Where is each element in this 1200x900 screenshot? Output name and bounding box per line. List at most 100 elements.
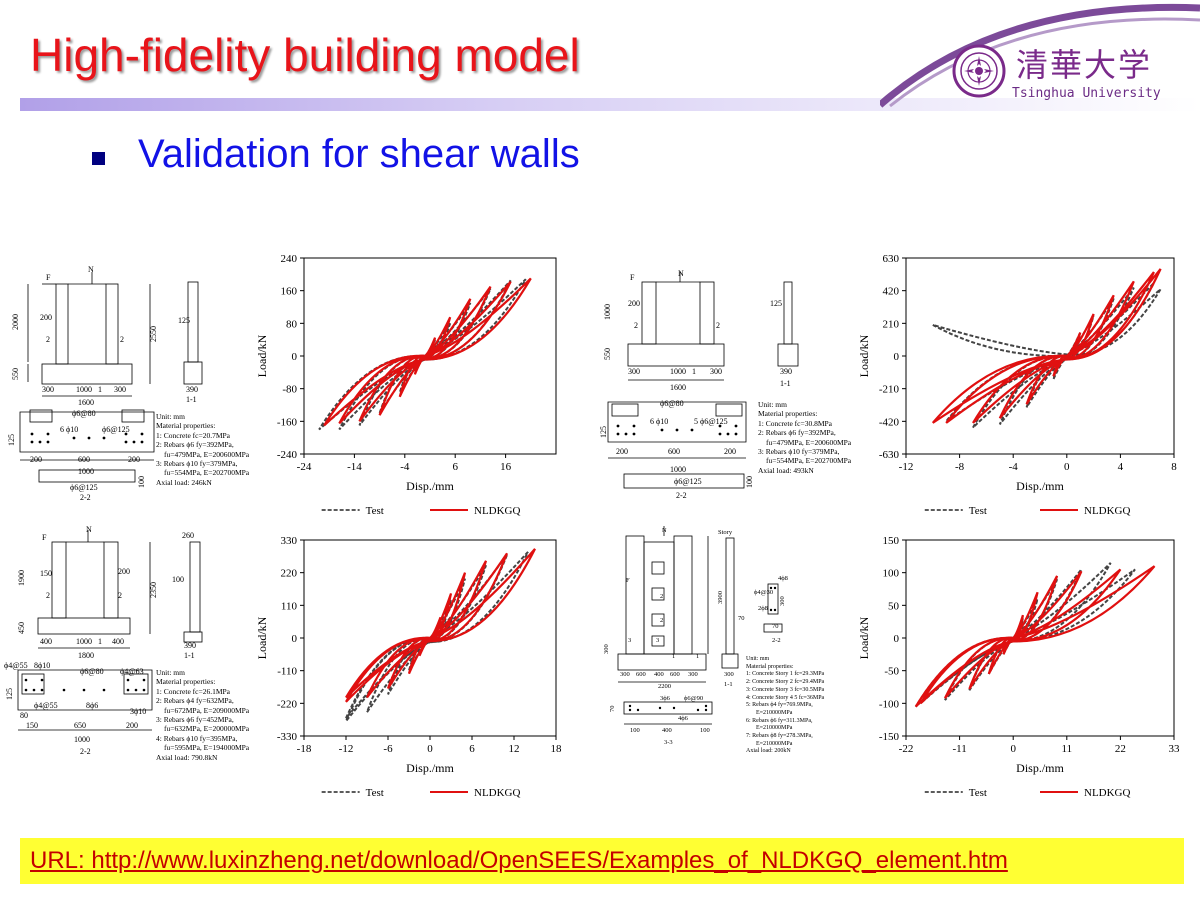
spec3-rebar-a: ϕ4@55: [4, 661, 28, 670]
hysteresis-chart-3: -18 -12 -6 0 6 12 18 330 220 110 0 -110 -220 -330 Disp…: [248, 532, 568, 802]
spec2-height: 1000: [603, 304, 612, 320]
spec3-prop: 2: Rebars ϕ4 fy=632MPa,: [156, 696, 249, 705]
legend-test-label: Test: [969, 787, 987, 799]
spec1-label-f: F: [46, 273, 51, 282]
spec1-base: 550: [11, 368, 20, 380]
spec4-sec-dim-b: 400: [662, 727, 672, 734]
spec3-prop: fu=672MPa, E=209000MPa: [156, 706, 249, 715]
spec4-prop: Unit: mm: [746, 656, 824, 664]
spec2-prop: fu=554MPa, E=202700MPa: [758, 456, 851, 465]
x-tick-label: -24: [297, 461, 312, 473]
spec3-top-width: 260: [182, 531, 194, 540]
y-tick-label: -80: [282, 384, 297, 396]
spec3-prop: fu=632MPa, E=200000MPa: [156, 724, 249, 733]
spec4-side-label: 1-1: [724, 681, 733, 688]
spec2-label-f: F: [630, 273, 635, 282]
legend-nldkgq-label: NLDKGQ: [474, 787, 520, 799]
y-tick-label: 0: [292, 633, 298, 645]
spec4-marker: 3: [628, 637, 631, 644]
y-tick-label: 100: [883, 568, 900, 580]
x-tick-label: 22: [1115, 743, 1126, 755]
spec3-boundary-a: 150: [40, 569, 52, 578]
spec2-side-width: 390: [780, 367, 792, 376]
spec2-prop: 2: Rebars ϕ6 fy=392MPa,: [758, 428, 851, 437]
spec1-web-rebar: ϕ6@125: [70, 483, 98, 492]
logo-english-text: Tsinghua University: [1012, 86, 1161, 101]
y-tick-label: -150: [879, 731, 900, 743]
y-tick-label: 160: [281, 286, 298, 298]
y-tick-label: 110: [281, 600, 298, 612]
spec1-width-a: 300: [42, 385, 54, 394]
x-tick-label: -8: [955, 461, 965, 473]
spec1-width-c: 1: [98, 385, 102, 394]
spec4-sec-side: 70: [609, 706, 616, 713]
url-link[interactable]: URL: http://www.luxinzheng.net/download/…: [30, 847, 1008, 875]
spec1-sec-dim-b: 600: [78, 455, 90, 464]
spec4-marker: 3: [656, 637, 659, 644]
x-tick-label: -12: [899, 461, 914, 473]
spec4-prop: 2: Concrete Story 2 fc=29.4MPa: [746, 679, 824, 687]
spec4-width-a: 300: [620, 671, 630, 678]
spec2-total-width: 1600: [670, 383, 686, 392]
legend-test-label: Test: [366, 505, 384, 517]
spec3-sec-dim-b: 650: [74, 721, 86, 730]
spec1-sec-marker-a: 2: [46, 335, 50, 344]
y-tick-label: 50: [888, 600, 900, 612]
spec1-prop: 1: Concrete fc=20.7MPa: [156, 431, 249, 440]
x-tick-label: -18: [297, 743, 312, 755]
x-tick-label: -4: [400, 461, 410, 473]
spec3-rebar-c: ϕ6@80: [80, 667, 104, 676]
bullet-heading: Validation for shear walls: [138, 132, 580, 177]
y-tick-label: 0: [292, 351, 298, 363]
spec4-prop: E=210000MPa: [746, 710, 824, 718]
spec4-sec-label: 3-3: [664, 739, 673, 746]
spec3-rebar-b: 8ϕ10: [34, 661, 50, 670]
y-tick-label: 240: [281, 253, 298, 265]
spec1-prop: 2: Rebars ϕ6 fy=392MPa,: [156, 440, 249, 449]
spec3-rebar-g: 3ϕ10: [130, 707, 146, 716]
legend-test-label: Test: [969, 505, 987, 517]
university-seal-icon: [952, 44, 1006, 98]
spec3-prop: Material properties:: [156, 677, 249, 686]
legend-nldkgq-label: NLDKGQ: [1084, 787, 1130, 799]
spec1-sec-dim-c: 200: [128, 455, 140, 464]
spec3-rebar-d: ϕ4@63: [120, 667, 144, 676]
spec4-dim-300: 300: [779, 596, 786, 606]
y-tick-label: 0: [894, 633, 900, 645]
y-tick-label: 420: [883, 286, 900, 298]
spec4-story-heights: 300: [603, 644, 610, 654]
specimen-diagram-2: N F 1000 550 200 2 2 125 300 1000 1 300 …: [600, 262, 860, 502]
spec2-sec-marker-b: 2: [716, 321, 720, 330]
x-tick-label: 11: [1062, 743, 1073, 755]
y-axis-label: Load/kN: [857, 616, 871, 659]
spec2-width-a: 300: [628, 367, 640, 376]
spec1-rebar-right: ϕ6@125: [102, 425, 130, 434]
spec2-sec-side: 100: [745, 476, 754, 488]
spec4-prop: E=210000MPa: [746, 741, 824, 749]
spec3-label-f: F: [42, 533, 47, 542]
x-tick-label: -4: [1009, 461, 1019, 473]
spec4-prop: E=210000MPa: [746, 725, 824, 733]
spec2-prop: Material properties:: [758, 409, 851, 418]
specimen-diagram-3: N F 1900 2350 450 150 200 2 2 260 100 40…: [4, 524, 270, 760]
spec4-rebar-b: 4ϕ8: [778, 575, 788, 582]
spec2-width-d: 300: [710, 367, 722, 376]
x-tick-label: 0: [1064, 461, 1070, 473]
spec1-width-d: 300: [114, 385, 126, 394]
spec2-sec-label: 2-2: [676, 491, 687, 500]
spec3-rebar-f: 8ϕ6: [86, 701, 98, 710]
spec3-side-width: 390: [184, 641, 196, 650]
spec4-small-label: 2-2: [772, 637, 781, 644]
spec2-prop: 1: Concrete fc=30.8MPa: [758, 419, 851, 428]
spec2-rebar-left: 6 ϕ10: [650, 417, 668, 426]
spec2-base: 550: [603, 348, 612, 360]
spec4-rebar-e: ϕ6@90: [684, 695, 703, 702]
spec4-rebar-c: 2ϕ8: [758, 605, 768, 612]
spec3-total-width: 1800: [78, 651, 94, 660]
spec4-rebar-a: ϕ4@30: [754, 589, 773, 596]
spec1-sec-marker-b: 2: [120, 335, 124, 344]
spec4-story-label: Story: [718, 529, 733, 536]
specimen-diagram-4: N F Story 300 3900 70 300 600 400 600 30…: [600, 524, 860, 756]
spec1-rebar-left: 6 ϕ10: [60, 425, 78, 434]
spec4-marker: 2: [660, 617, 663, 624]
